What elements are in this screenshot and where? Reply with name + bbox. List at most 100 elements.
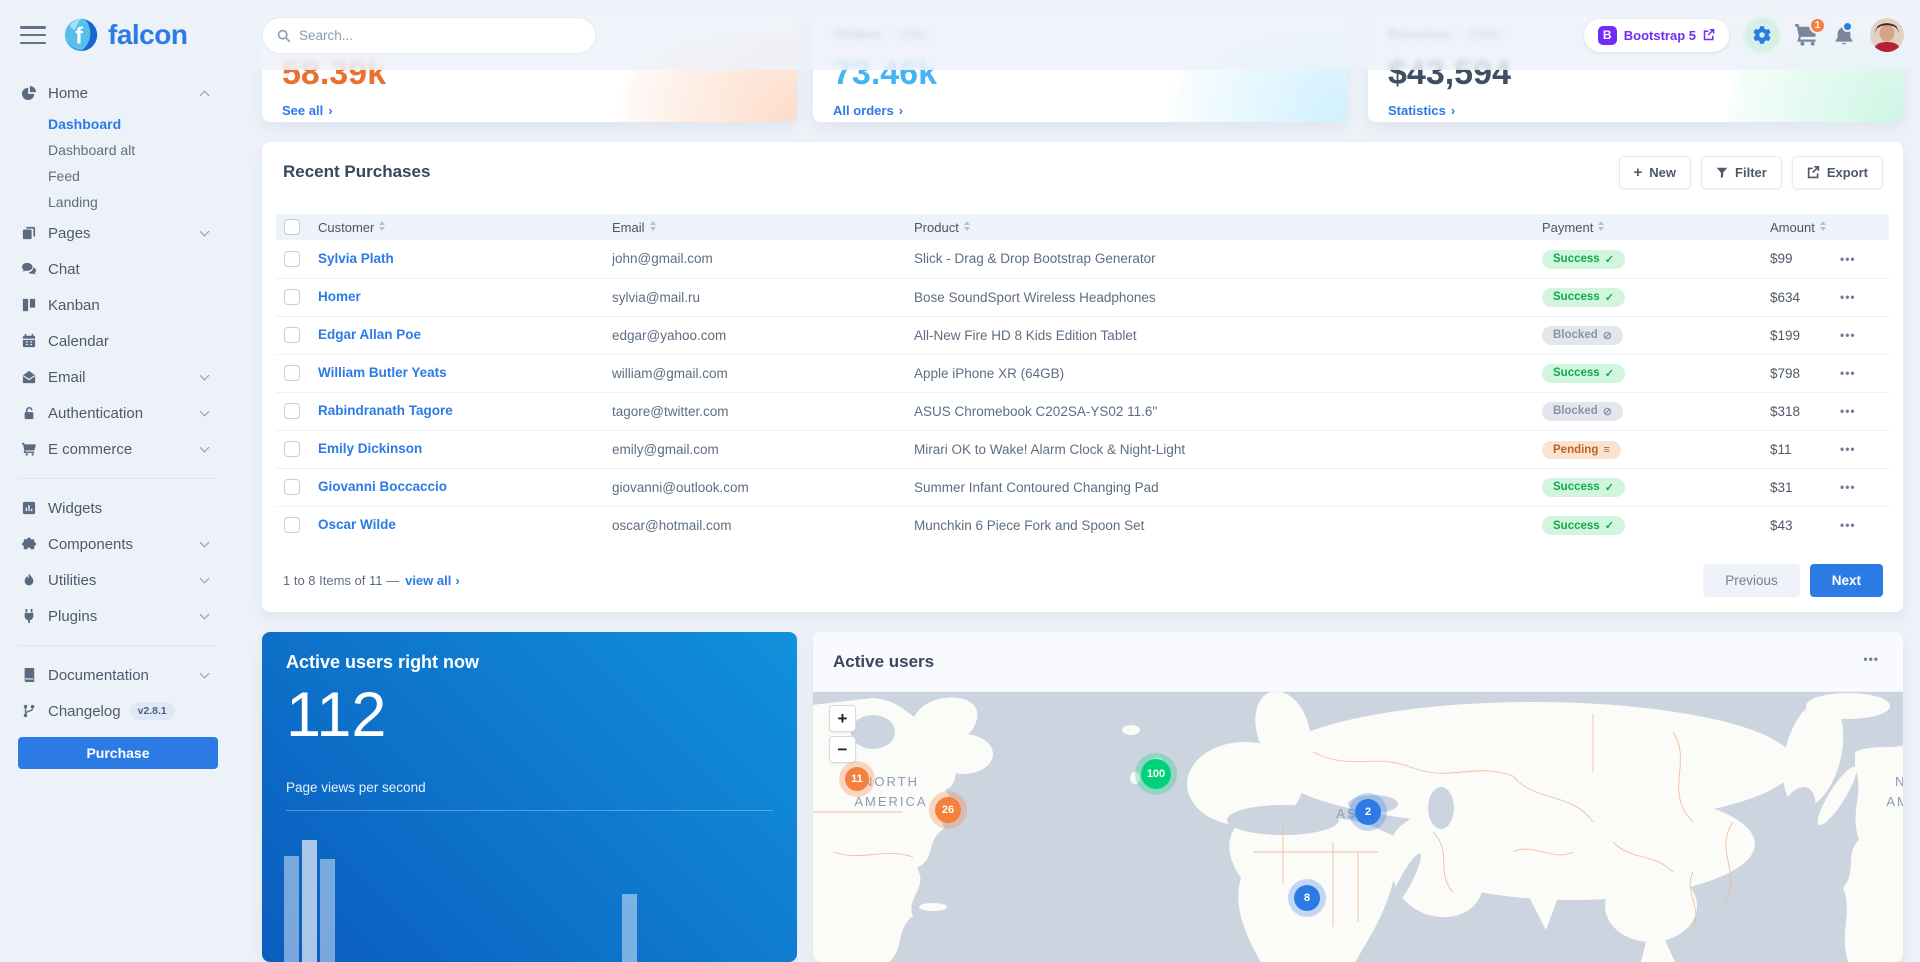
hamburger-menu-icon[interactable] bbox=[20, 26, 46, 44]
row-menu-dots[interactable] bbox=[1840, 290, 1856, 304]
new-button[interactable]: + New bbox=[1619, 156, 1692, 189]
all-orders-link[interactable]: All orders bbox=[833, 103, 903, 118]
row-menu-dots[interactable] bbox=[1840, 442, 1856, 456]
world-map[interactable]: + − NORTH AMERICAASIANORTH AMERICA112610… bbox=[813, 692, 1903, 962]
sidebar-subitem-feed[interactable]: Feed bbox=[0, 163, 236, 189]
column-header-customer[interactable]: Customer bbox=[318, 214, 612, 240]
sidebar-item-calendar[interactable]: Calendar bbox=[0, 323, 236, 359]
customer-link[interactable]: Oscar Wilde bbox=[318, 517, 396, 532]
search-input[interactable] bbox=[299, 28, 559, 43]
chevron-down-icon bbox=[200, 227, 210, 237]
bootstrap5-badge[interactable]: B Bootstrap 5 bbox=[1584, 19, 1729, 52]
map-marker[interactable]: 100 bbox=[1141, 759, 1171, 789]
sidebar-item-e-commerce[interactable]: E commerce bbox=[0, 431, 236, 467]
sidebar-item-email[interactable]: Email bbox=[0, 359, 236, 395]
row-checkbox[interactable] bbox=[284, 517, 300, 533]
sidebar-item-documentation[interactable]: Documentation bbox=[0, 657, 236, 693]
view-all-link[interactable]: view all bbox=[405, 573, 460, 588]
sidebar-item-widgets[interactable]: Widgets bbox=[0, 490, 236, 526]
row-menu-dots[interactable] bbox=[1840, 404, 1856, 418]
row-checkbox[interactable] bbox=[284, 289, 300, 305]
map-marker[interactable]: 11 bbox=[845, 767, 869, 791]
filter-button[interactable]: Filter bbox=[1701, 156, 1782, 189]
sidebar-subitem-landing[interactable]: Landing bbox=[0, 189, 236, 215]
cart-count-badge: 1 bbox=[1809, 17, 1826, 34]
map-marker[interactable]: 26 bbox=[935, 797, 961, 823]
row-menu-dots[interactable] bbox=[1840, 252, 1856, 266]
purchase-button[interactable]: Purchase bbox=[18, 737, 218, 769]
sort-icon bbox=[1598, 221, 1604, 231]
customer-link[interactable]: Homer bbox=[318, 289, 361, 304]
sidebar-item-plugins[interactable]: Plugins bbox=[0, 598, 236, 634]
sidebar-item-components[interactable]: Components bbox=[0, 526, 236, 562]
table-row: William Butler Yeats william@gmail.com A… bbox=[276, 354, 1889, 392]
sort-icon bbox=[379, 221, 385, 231]
sidebar-item-utilities[interactable]: Utilities bbox=[0, 562, 236, 598]
row-menu-dots[interactable] bbox=[1840, 328, 1856, 342]
sidebar-item-chat[interactable]: Chat bbox=[0, 251, 236, 287]
purchases-table: Customer Email Product Payment Amount Sy… bbox=[276, 214, 1889, 544]
column-header-email[interactable]: Email bbox=[612, 214, 914, 240]
customer-link[interactable]: Emily Dickinson bbox=[318, 441, 422, 456]
column-header-payment[interactable]: Payment bbox=[1542, 214, 1770, 240]
map-zoom-out-button[interactable]: − bbox=[829, 736, 856, 763]
active-now-title: Active users right now bbox=[286, 652, 479, 673]
sort-icon bbox=[650, 221, 656, 231]
payment-status-badge: Blocked⊘ bbox=[1542, 402, 1623, 421]
sidebar-subitem-dashboard-alt[interactable]: Dashboard alt bbox=[0, 137, 236, 163]
payment-status-badge: Success✓ bbox=[1542, 516, 1625, 535]
row-checkbox[interactable] bbox=[284, 479, 300, 495]
sidebar-item-kanban[interactable]: Kanban bbox=[0, 287, 236, 323]
column-header-product[interactable]: Product bbox=[914, 214, 1542, 240]
customer-link[interactable]: Sylvia Plath bbox=[318, 251, 394, 266]
map-zoom-in-button[interactable]: + bbox=[829, 705, 856, 732]
column-header-amount[interactable]: Amount bbox=[1770, 214, 1840, 240]
customer-link[interactable]: William Butler Yeats bbox=[318, 365, 447, 380]
falcon-logo[interactable]: f falcon bbox=[62, 16, 187, 54]
row-checkbox[interactable] bbox=[284, 327, 300, 343]
payment-status-badge: Blocked⊘ bbox=[1542, 326, 1623, 345]
row-checkbox[interactable] bbox=[284, 403, 300, 419]
sidebar-item-authentication[interactable]: Authentication bbox=[0, 395, 236, 431]
product-cell: Summer Infant Contoured Changing Pad bbox=[914, 468, 1542, 506]
row-checkbox[interactable] bbox=[284, 251, 300, 267]
notification-indicator bbox=[1842, 21, 1853, 32]
map-marker[interactable]: 8 bbox=[1294, 885, 1320, 911]
email-cell: giovanni@outlook.com bbox=[612, 468, 914, 506]
previous-button[interactable]: Previous bbox=[1703, 564, 1800, 597]
status-icon: ✓ bbox=[1605, 253, 1614, 266]
chevron-down-icon bbox=[200, 371, 210, 381]
card-menu-dots[interactable] bbox=[1863, 652, 1879, 666]
status-icon: ✓ bbox=[1605, 481, 1614, 494]
sidebar-item-label: Documentation bbox=[48, 667, 149, 684]
customer-link[interactable]: Edgar Allan Poe bbox=[318, 327, 421, 342]
sidebar-item-pages[interactable]: Pages bbox=[0, 215, 236, 251]
settings-gear-icon[interactable] bbox=[1745, 18, 1779, 52]
user-avatar[interactable] bbox=[1870, 18, 1904, 52]
row-menu-dots[interactable] bbox=[1840, 366, 1856, 380]
external-link-icon bbox=[1703, 29, 1715, 41]
row-checkbox[interactable] bbox=[284, 365, 300, 381]
see-all-link[interactable]: See all bbox=[282, 103, 333, 118]
row-menu-dots[interactable] bbox=[1840, 480, 1856, 494]
map-marker[interactable]: 2 bbox=[1355, 799, 1381, 825]
cart-icon[interactable]: 1 bbox=[1795, 24, 1818, 46]
sidebar-item-changelog[interactable]: Changelogv2.8.1 bbox=[0, 693, 236, 729]
search-box[interactable] bbox=[262, 17, 596, 54]
row-checkbox[interactable] bbox=[284, 441, 300, 457]
statistics-link[interactable]: Statistics bbox=[1388, 103, 1455, 118]
row-menu-dots[interactable] bbox=[1840, 518, 1856, 532]
sort-icon bbox=[964, 221, 970, 231]
comments-icon bbox=[20, 262, 38, 276]
calendar-icon bbox=[20, 334, 38, 348]
customer-link[interactable]: Giovanni Boccaccio bbox=[318, 479, 447, 494]
sidebar-subitem-dashboard[interactable]: Dashboard bbox=[0, 111, 236, 137]
next-button[interactable]: Next bbox=[1810, 564, 1883, 597]
customer-link[interactable]: Rabindranath Tagore bbox=[318, 403, 453, 418]
select-all-checkbox[interactable] bbox=[284, 219, 300, 235]
sidebar-item-home[interactable]: Home bbox=[0, 75, 236, 111]
sidebar-item-label: Pages bbox=[48, 225, 91, 242]
export-button[interactable]: Export bbox=[1792, 156, 1883, 189]
chevron-down-icon bbox=[200, 538, 210, 548]
notifications-bell-icon[interactable] bbox=[1834, 25, 1854, 46]
